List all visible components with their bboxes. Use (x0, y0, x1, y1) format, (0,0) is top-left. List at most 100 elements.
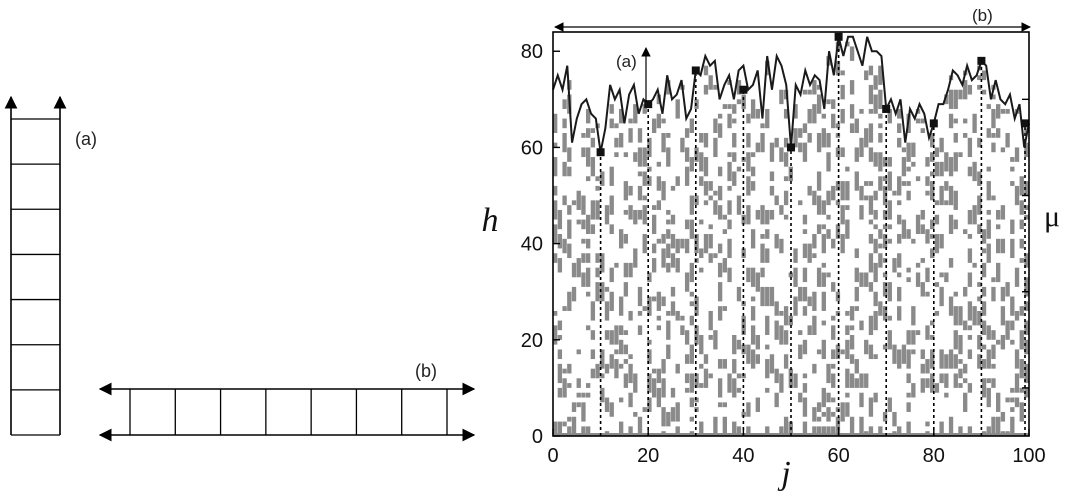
deposit-cell (835, 200, 841, 206)
deposit-cell (906, 373, 911, 384)
deposit-cell (1010, 296, 1015, 316)
deposit-cell (567, 166, 572, 177)
deposit-cell (675, 426, 680, 436)
deposit-cell (614, 262, 619, 268)
deposit-cell (868, 147, 874, 162)
deposit-cell (722, 258, 727, 273)
deposit-cell (623, 330, 629, 335)
deposit-cell (576, 402, 581, 408)
deposit-cell (868, 219, 874, 225)
deposit-cell (595, 185, 600, 191)
deposit-cell (774, 234, 779, 249)
deposit-cell (986, 243, 991, 263)
deposit-cell (774, 195, 779, 206)
deposit-cell (934, 383, 940, 393)
deposit-cell (887, 397, 892, 412)
deposit-cell (576, 392, 581, 398)
deposit-cell (986, 128, 991, 138)
deposit-cell (600, 373, 605, 379)
deposit-cell (845, 166, 850, 172)
deposit-cell (670, 387, 676, 398)
deposit-cell (967, 349, 973, 360)
deposit-cell (727, 267, 732, 283)
deposit-cell (783, 108, 789, 119)
deposit-cell (614, 152, 619, 158)
deposit-cell (977, 354, 982, 369)
deposit-cell (798, 200, 803, 206)
deposit-cell (812, 190, 817, 206)
deposit-cell (604, 330, 610, 340)
deposit-cell (585, 128, 591, 138)
deposit-cell (939, 234, 944, 249)
deposit-cell (1024, 387, 1029, 398)
deposit-cell (585, 108, 591, 124)
deposit-cell (788, 272, 793, 278)
deposit-cell (694, 147, 699, 162)
deposit-cell (831, 397, 836, 403)
deposit-cell (576, 190, 581, 210)
x-tick-label: 80 (923, 445, 945, 467)
deposit-cell (562, 161, 567, 177)
deposit-cell (553, 224, 558, 244)
deposit-cell (623, 234, 629, 244)
deposit-cell (821, 426, 826, 436)
deposit-cell (878, 113, 883, 119)
deposit-cell (854, 378, 859, 388)
deposit-cell (882, 272, 888, 278)
deposit-cell (765, 229, 770, 239)
deposit-cell (618, 133, 624, 148)
deposit-cell (727, 219, 732, 230)
deposit-cell (699, 219, 704, 225)
interface-markers (596, 32, 1029, 157)
deposit-cell (585, 267, 591, 287)
deposit-cell (854, 359, 859, 374)
deposit-cell (618, 108, 624, 124)
deposit-cell (703, 84, 709, 95)
interface-marker (596, 148, 605, 157)
deposit-cell (953, 373, 958, 388)
deposit-cell (717, 123, 723, 138)
deposit-cell (576, 349, 581, 355)
deposit-cell (684, 238, 690, 254)
deposit-cell (590, 301, 596, 321)
deposit-cell (585, 325, 591, 331)
deposit-cell (930, 152, 935, 162)
deposit-cell (557, 320, 563, 331)
deposit-cell (802, 383, 808, 393)
panel-b-label: (b) (415, 361, 437, 381)
deposit-cell (750, 99, 756, 119)
deposit-cell (991, 286, 996, 302)
deposit-cell (939, 286, 944, 307)
deposit-cell (859, 416, 864, 436)
deposit-cell (963, 320, 968, 331)
deposit-cell (996, 104, 1001, 119)
deposit-cell (774, 392, 779, 408)
deposit-cell (1000, 286, 1006, 302)
deposit-cell (887, 171, 892, 191)
deposit-cell (604, 363, 610, 374)
deposit-cell (859, 185, 864, 201)
deposit-cell (557, 421, 563, 436)
panel-a-label: (a) (75, 129, 97, 149)
deposit-cell (571, 262, 577, 278)
deposit-cell (647, 397, 652, 412)
deposit-cell (882, 176, 888, 182)
deposit-cell (689, 373, 695, 393)
deposit-cell (986, 387, 991, 408)
deposit-cell (623, 152, 629, 158)
deposit-cell (859, 108, 864, 114)
deposit-cell (1024, 181, 1029, 196)
deposit-cell (854, 171, 859, 191)
deposit-cell (651, 118, 657, 133)
deposit-cell (868, 253, 874, 273)
deposit-cell (694, 325, 699, 345)
deposit-cell (854, 118, 859, 133)
deposit-cell (779, 89, 784, 105)
deposit-cell (897, 123, 902, 133)
deposit-cell (585, 291, 591, 297)
deposit-cell (963, 378, 968, 384)
deposit-cell (981, 70, 987, 81)
deposit-cell (675, 363, 680, 374)
deposit-cell (746, 205, 751, 225)
deposit-cell (882, 224, 888, 230)
